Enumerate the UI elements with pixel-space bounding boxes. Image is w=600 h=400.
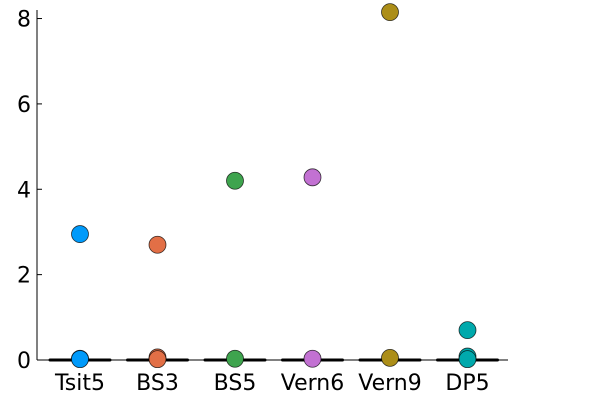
outlier-points <box>71 3 477 369</box>
outlier-point <box>148 235 167 254</box>
x-axis: Tsit5 BS3 BS5 Vern6 Vern9 DP5 <box>37 355 508 396</box>
outlier-point <box>71 350 89 369</box>
outlier-point <box>458 350 477 369</box>
outlier-point <box>226 349 244 368</box>
outlier-point <box>303 168 322 187</box>
outlier-point <box>148 350 167 369</box>
y-tick-label: 4 <box>17 178 31 203</box>
x-tick-label: Vern9 <box>358 371 421 396</box>
outlier-point <box>226 171 244 190</box>
x-tick-label: BS3 <box>136 371 179 396</box>
outlier-point <box>381 3 399 22</box>
x-tick-label: BS5 <box>214 371 257 396</box>
y-axis: 0 2 4 6 8 <box>17 8 42 374</box>
x-tick-label: DP5 <box>445 371 489 396</box>
outlier-point <box>458 321 477 340</box>
outlier-point <box>381 348 399 367</box>
x-tick-label: Tsit5 <box>54 371 105 396</box>
outlier-point <box>71 225 89 243</box>
y-tick-label: 6 <box>17 93 31 118</box>
y-tick-label: 2 <box>17 264 31 289</box>
x-tick-label: Vern6 <box>281 371 344 396</box>
y-tick-label: 0 <box>17 349 31 374</box>
y-tick-label: 8 <box>17 8 31 33</box>
outlier-point <box>303 349 322 368</box>
